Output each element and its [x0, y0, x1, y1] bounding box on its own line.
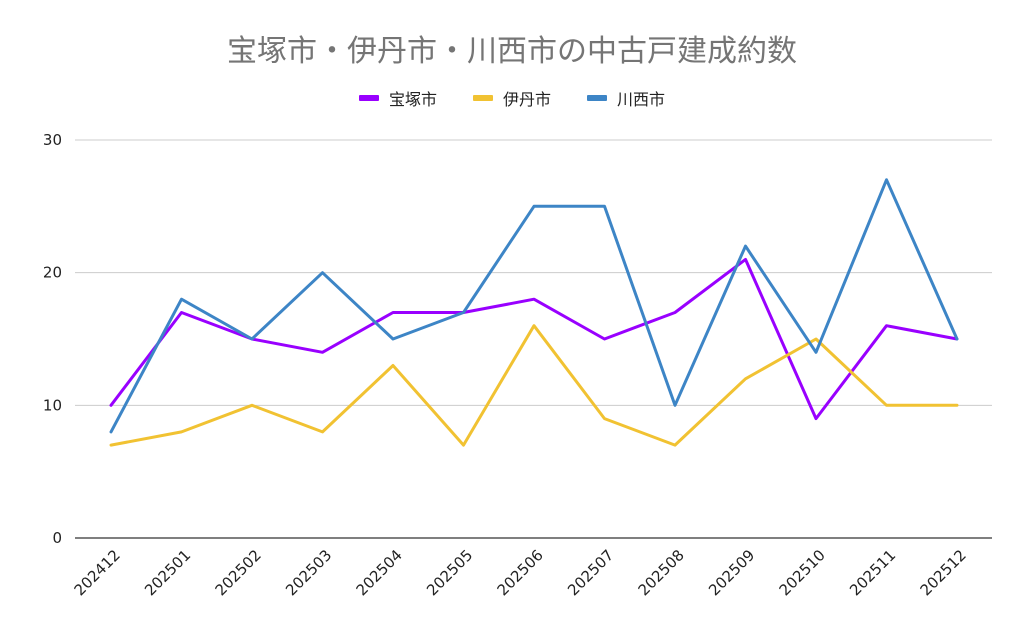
x-tick-label: 202509	[705, 546, 758, 599]
series-line-1	[109, 324, 959, 447]
x-tick-label: 202512	[917, 546, 970, 599]
legend-swatch-series-1	[472, 95, 493, 101]
x-tick-label: 202511	[846, 546, 899, 599]
y-tick-label: 10	[43, 396, 62, 414]
legend-item-series-1: 伊丹市	[472, 86, 551, 110]
chart-legend: 宝塚市 伊丹市 川西市	[0, 86, 1024, 110]
chart-title: 宝塚市・伊丹市・川西市の中古戸建成約数	[227, 34, 797, 69]
legend-label-series-1: 伊丹市	[502, 90, 551, 109]
y-tick-label: 20	[43, 264, 62, 282]
legend-swatch-series-0	[358, 95, 379, 101]
y-tick-label: 0	[52, 529, 62, 547]
x-tick-label: 202504	[353, 546, 406, 599]
x-tick-label: 202505	[423, 546, 476, 599]
x-tick-label: 202506	[494, 546, 547, 599]
x-tick-label: 202501	[141, 546, 194, 599]
legend-swatch-series-2	[587, 95, 607, 101]
series-line-0	[109, 257, 959, 421]
x-tick-label: 202507	[564, 546, 617, 599]
legend-label-series-0: 宝塚市	[388, 90, 437, 109]
x-tick-label: 202502	[212, 546, 265, 599]
x-tick-label: 202503	[282, 546, 335, 599]
x-tick-label: 202510	[776, 546, 829, 599]
legend-label-series-2: 川西市	[617, 90, 666, 109]
series-line-2	[109, 178, 959, 434]
y-tick-label: 30	[43, 131, 62, 149]
x-tick-label: 202412	[71, 546, 124, 599]
legend-item-series-0: 宝塚市	[358, 86, 437, 110]
legend-item-series-2: 川西市	[587, 86, 665, 110]
x-tick-label: 202508	[635, 546, 688, 599]
